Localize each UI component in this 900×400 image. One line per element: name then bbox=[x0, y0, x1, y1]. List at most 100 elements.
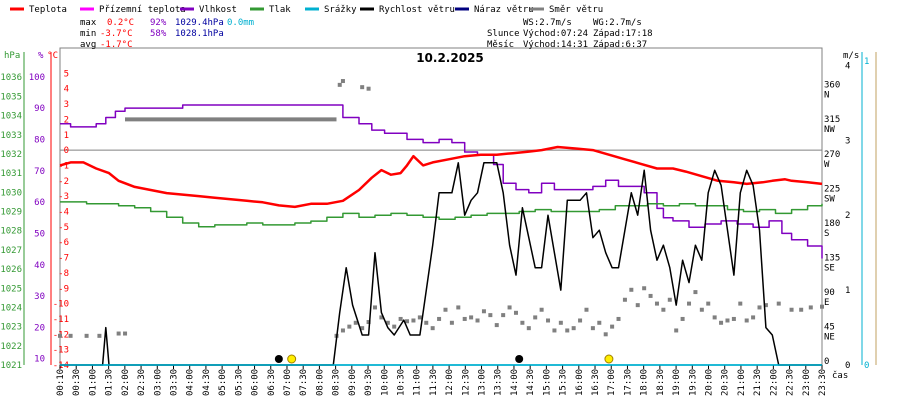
wind-direction-point bbox=[584, 307, 589, 312]
temperature-tick: -13 bbox=[53, 346, 69, 356]
time-tick: 19:00 bbox=[672, 369, 682, 396]
temperature-tick: -9 bbox=[58, 284, 69, 294]
time-tick: 21:30 bbox=[753, 369, 763, 396]
time-tick: 02:00 bbox=[121, 369, 131, 396]
wind-direction-point bbox=[97, 333, 102, 338]
time-tick: 00:10 bbox=[56, 369, 66, 396]
direction-tick: 360 bbox=[824, 81, 840, 91]
wind-direction-point bbox=[405, 319, 410, 324]
direction-label: N bbox=[824, 91, 829, 101]
wind-direction-point bbox=[58, 333, 62, 338]
temperature-tick: -7 bbox=[58, 254, 69, 264]
axis-unit: °C bbox=[47, 51, 58, 61]
wind-direction-point bbox=[687, 301, 692, 306]
temperature-tick: -2 bbox=[58, 177, 69, 187]
pressure-tick: 1024 bbox=[0, 303, 22, 313]
pressure-tick: 1030 bbox=[0, 188, 22, 198]
pressure-tick: 1021 bbox=[0, 361, 22, 371]
time-tick: 16:30 bbox=[591, 369, 601, 396]
time-tick: 23:30 bbox=[818, 369, 828, 396]
time-tick: 09:00 bbox=[348, 369, 358, 396]
temperature-tick: -1 bbox=[58, 161, 69, 171]
wind-direction-point bbox=[437, 316, 442, 321]
sun-marker bbox=[287, 354, 297, 364]
wind-direction-point bbox=[449, 320, 454, 325]
direction-label: SE bbox=[824, 263, 835, 273]
humidity-tick: 30 bbox=[34, 292, 45, 302]
time-tick: 05:00 bbox=[218, 369, 228, 396]
direction-tick: 315 bbox=[824, 115, 840, 125]
time-tick: 03:30 bbox=[169, 369, 179, 396]
direction-label: SW bbox=[824, 194, 835, 204]
temperature-tick: -14 bbox=[53, 361, 69, 371]
time-tick: 06:30 bbox=[267, 369, 277, 396]
wind-speed-line bbox=[60, 162, 822, 366]
time-tick: 01:30 bbox=[105, 369, 115, 396]
pressure-tick: 1027 bbox=[0, 246, 22, 256]
wind-direction-point bbox=[597, 320, 602, 325]
wind-direction-point bbox=[392, 324, 397, 329]
wind-tick: 2 bbox=[845, 211, 850, 221]
wind-direction-point bbox=[610, 324, 615, 329]
time-tick: 22:00 bbox=[769, 369, 779, 396]
temperature-tick: -3 bbox=[58, 192, 69, 202]
wind-direction-point bbox=[526, 326, 531, 331]
legend-label: Náraz větru bbox=[474, 5, 534, 15]
wind-direction-point bbox=[123, 331, 128, 336]
wind-direction-point bbox=[353, 320, 358, 325]
humidity-tick: 20 bbox=[34, 323, 45, 333]
direction-tick: 90 bbox=[824, 288, 835, 298]
wind-direction-point bbox=[565, 328, 570, 333]
pressure-tick: 1025 bbox=[0, 284, 22, 294]
wind-direction-point bbox=[360, 85, 365, 90]
time-tick: 19:30 bbox=[688, 369, 698, 396]
time-tick: 12:30 bbox=[461, 369, 471, 396]
time-tick: 03:00 bbox=[153, 369, 163, 396]
wind-direction-point bbox=[116, 331, 121, 336]
axis-unit: m/s bbox=[843, 51, 859, 61]
wind-direction-point bbox=[654, 301, 659, 306]
wind-direction-point bbox=[475, 318, 480, 323]
temperature-line bbox=[59, 145, 823, 209]
time-tick: 09:30 bbox=[364, 369, 374, 396]
pressure-tick: 1036 bbox=[0, 73, 22, 83]
wind-direction-point bbox=[424, 320, 429, 325]
moon-marker bbox=[515, 355, 524, 363]
humidity-tick: 10 bbox=[34, 355, 45, 365]
wind-direction-point bbox=[398, 316, 403, 321]
axis-unit: hPa bbox=[4, 51, 20, 61]
wind-direction-point bbox=[507, 305, 512, 310]
wind-direction-point bbox=[706, 301, 711, 306]
time-tick: 17:30 bbox=[623, 369, 633, 396]
direction-tick: 225 bbox=[824, 184, 840, 194]
legend-label: Vlhkost bbox=[199, 5, 237, 15]
wind-direction-point bbox=[84, 333, 89, 338]
wind-direction-point bbox=[738, 301, 743, 306]
time-tick: 13:00 bbox=[478, 369, 488, 396]
wind-direction-point bbox=[462, 316, 467, 321]
wind-direction-point bbox=[808, 305, 813, 310]
legend-label: Směr větru bbox=[549, 5, 603, 15]
wind-direction-point bbox=[674, 328, 679, 333]
wind-direction-point bbox=[379, 315, 384, 320]
legend-label: Přízemní teplota bbox=[99, 5, 186, 15]
time-tick: 07:00 bbox=[283, 369, 293, 396]
time-tick: 23:00 bbox=[802, 369, 812, 396]
humidity-line bbox=[60, 104, 823, 259]
info-text: WG:2.7m/s bbox=[593, 18, 642, 28]
stat-label: min bbox=[80, 29, 96, 39]
wind-direction-point bbox=[552, 328, 557, 333]
wind-direction-point bbox=[590, 326, 595, 331]
time-tick: 11:30 bbox=[429, 369, 439, 396]
stat-label: max bbox=[80, 18, 97, 28]
temperature-tick: -10 bbox=[53, 300, 69, 310]
time-tick: 20:00 bbox=[705, 369, 715, 396]
temperature-tick: -4 bbox=[58, 208, 69, 218]
humidity-tick: 90 bbox=[34, 104, 45, 114]
wind-direction-point bbox=[699, 307, 704, 312]
temperature-tick: -8 bbox=[58, 269, 69, 279]
wind-direction-point bbox=[456, 305, 461, 310]
wind-direction-point bbox=[430, 326, 435, 331]
wind-direction-point bbox=[360, 326, 365, 331]
